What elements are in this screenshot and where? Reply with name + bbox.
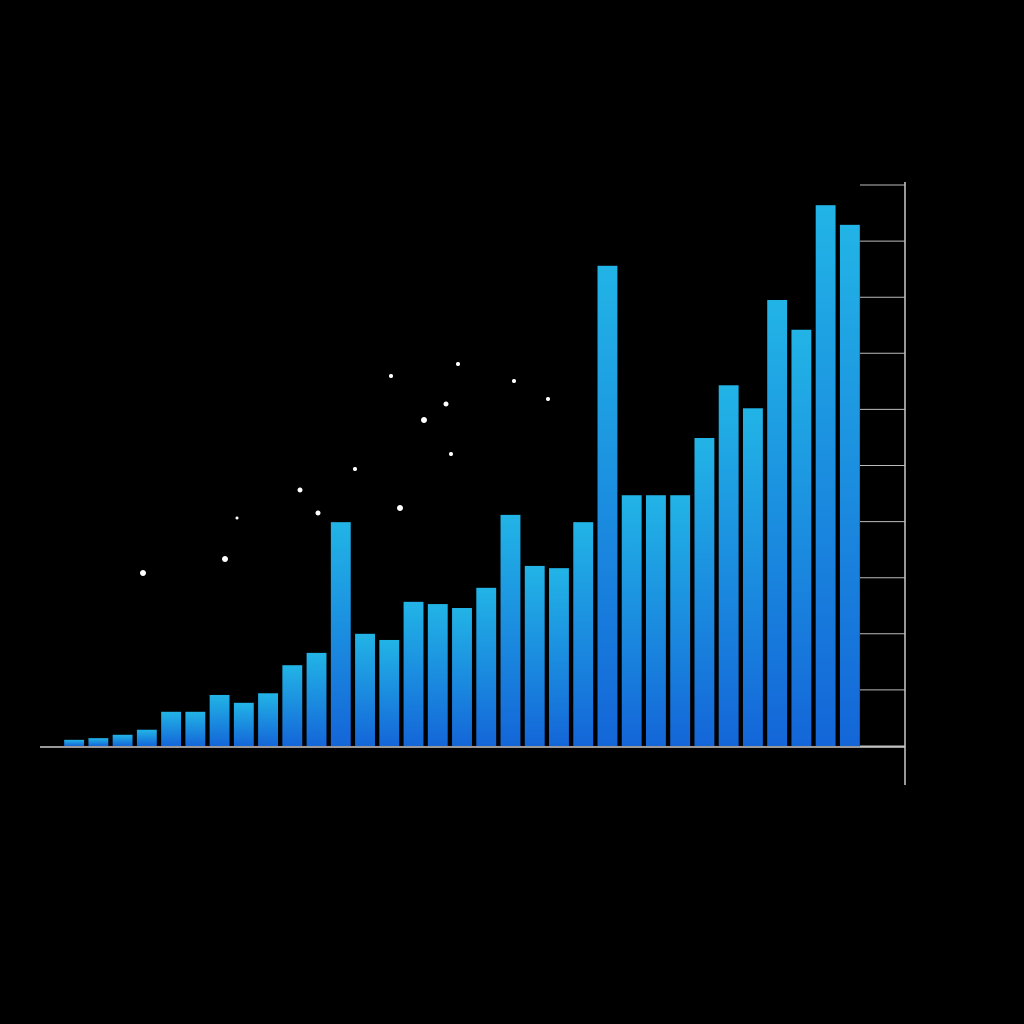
bar — [233, 702, 254, 746]
bar — [379, 639, 400, 746]
bar — [742, 408, 763, 746]
bar — [839, 224, 860, 746]
bar — [161, 711, 182, 746]
bar — [64, 739, 85, 746]
bar — [646, 495, 666, 746]
bar — [767, 300, 788, 746]
bar — [112, 734, 133, 746]
bar — [791, 329, 812, 746]
bar — [573, 522, 594, 746]
bar — [88, 738, 109, 746]
bar — [718, 385, 739, 746]
sparkles — [140, 362, 550, 576]
bar — [476, 587, 497, 746]
bar — [500, 514, 521, 746]
bar — [694, 438, 715, 746]
bar — [524, 565, 545, 746]
bar — [597, 265, 618, 746]
bar — [355, 633, 375, 746]
bar — [621, 495, 642, 746]
bar — [815, 205, 836, 747]
bar — [306, 652, 327, 746]
bar — [282, 665, 303, 746]
bar — [258, 693, 278, 746]
bar — [209, 694, 230, 746]
bar — [670, 495, 691, 746]
bar — [549, 568, 569, 746]
bar — [452, 607, 472, 746]
bar — [330, 522, 351, 746]
bar — [185, 711, 206, 746]
bar — [427, 604, 448, 746]
bar — [136, 729, 157, 746]
bar — [403, 601, 424, 746]
